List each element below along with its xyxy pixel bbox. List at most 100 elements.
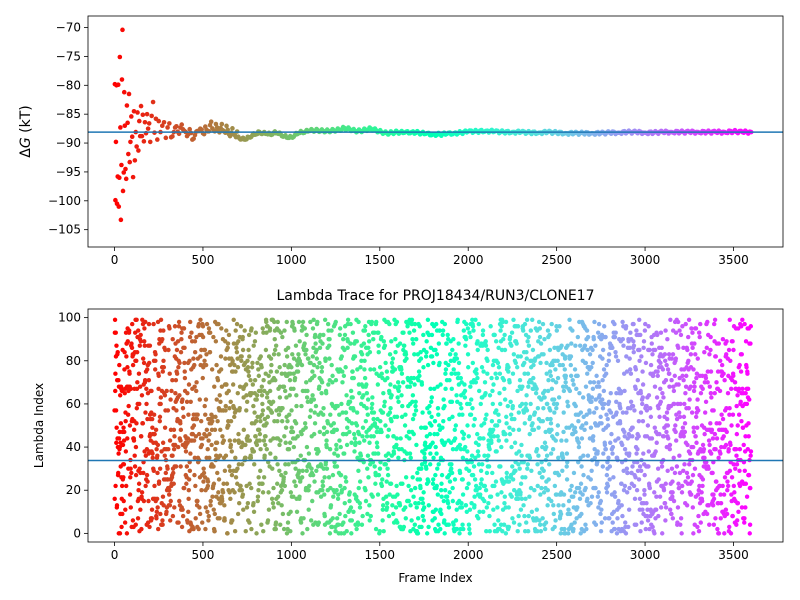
lambda-point: [413, 403, 418, 409]
lambda-point: [216, 477, 222, 482]
lambda-point: [667, 371, 672, 376]
lambda-point: [351, 431, 357, 437]
lambda-point: [208, 503, 213, 508]
lambda-point: [442, 403, 447, 409]
lambda-point: [516, 449, 522, 454]
lambda-point: [696, 529, 702, 534]
lambda-point: [463, 503, 469, 508]
lambda-point: [541, 406, 546, 411]
lambda-point: [511, 352, 517, 357]
lambda-point: [391, 434, 396, 439]
lambda-point: [561, 388, 567, 394]
lambda-point: [459, 406, 464, 411]
lambda-point: [235, 365, 241, 370]
lambda-point: [550, 447, 556, 452]
lambda-point: [527, 455, 533, 461]
lambda-point: [128, 475, 133, 480]
lambda-point: [312, 479, 317, 484]
lambda-point: [592, 319, 597, 325]
lambda-point: [433, 347, 438, 353]
lambda-point: [499, 444, 504, 450]
lambda-point: [635, 468, 641, 474]
lambda-point: [184, 481, 189, 486]
lambda-point: [518, 354, 523, 359]
lambda-point: [157, 466, 163, 471]
lambda-point: [400, 481, 405, 486]
lambda-point: [165, 408, 171, 413]
lambda-point: [628, 367, 633, 372]
lambda-point: [506, 369, 511, 374]
lambda-point: [260, 401, 265, 407]
lambda-point: [289, 365, 294, 370]
lambda-point: [554, 328, 560, 333]
lambda-point: [192, 362, 197, 368]
lambda-point: [645, 507, 650, 512]
lambda-point: [502, 500, 507, 506]
lambda-point: [423, 354, 429, 359]
lambda-point: [612, 490, 617, 495]
lambda-point: [130, 321, 135, 327]
lambda-point: [589, 365, 594, 370]
lambda-point: [495, 492, 500, 497]
lambda-point: [435, 431, 440, 437]
lambda-point: [509, 494, 514, 499]
lambda-point: [742, 520, 747, 525]
lambda-point: [211, 481, 217, 486]
lambda-point: [276, 352, 281, 357]
lambda-point: [640, 395, 645, 400]
lambda-point: [165, 466, 170, 471]
lambda-point: [504, 421, 509, 426]
lambda-point: [568, 354, 574, 359]
lambda-point: [467, 330, 472, 335]
lambda-point: [439, 511, 444, 517]
lambda-point: [430, 481, 436, 486]
lambda-point: [489, 440, 494, 445]
lambda-point: [656, 406, 661, 411]
lambda-point: [566, 507, 571, 512]
lambda-point: [551, 397, 557, 402]
lambda-point: [220, 498, 225, 504]
lambda-point: [725, 479, 730, 484]
lambda-point: [249, 390, 254, 396]
lambda-point: [244, 393, 249, 398]
lambda-point: [335, 403, 340, 409]
lambda-point: [461, 431, 467, 437]
lambda-point: [245, 434, 250, 439]
lambda-point: [167, 326, 172, 331]
lambda-point: [560, 455, 566, 461]
lambda-point: [246, 332, 252, 338]
lambda-point: [347, 399, 353, 404]
lambda-point: [612, 334, 618, 340]
lambda-point: [538, 341, 544, 346]
lambda-point: [131, 427, 137, 433]
lambda-point: [644, 500, 649, 506]
lambda-point: [389, 418, 394, 424]
lambda-point: [537, 470, 542, 476]
lambda-point: [658, 360, 663, 366]
lambda-point: [316, 520, 321, 525]
lambda-point: [366, 339, 372, 344]
lambda-point: [637, 358, 642, 363]
lambda-point: [350, 369, 355, 374]
lambda-point: [531, 375, 536, 381]
lambda-point: [233, 475, 239, 480]
lambda-point: [671, 455, 676, 461]
lambda-point: [354, 423, 360, 428]
lambda-point: [203, 526, 208, 532]
lambda-point: [710, 436, 716, 441]
lambda-point: [748, 341, 753, 346]
lambda-point: [294, 509, 300, 514]
lambda-point: [328, 412, 333, 417]
lambda-point: [664, 410, 670, 415]
lambda-point: [731, 462, 736, 467]
lambda-point: [225, 531, 230, 536]
lambda-point: [489, 418, 495, 424]
lambda-point: [661, 395, 666, 400]
delta-g-point: [123, 176, 129, 182]
lambda-point: [432, 516, 437, 521]
lambda-point: [508, 399, 513, 404]
lambda-point: [715, 526, 720, 532]
lambda-point: [192, 339, 198, 344]
lambda-point: [133, 444, 139, 450]
lambda-point: [496, 438, 502, 443]
